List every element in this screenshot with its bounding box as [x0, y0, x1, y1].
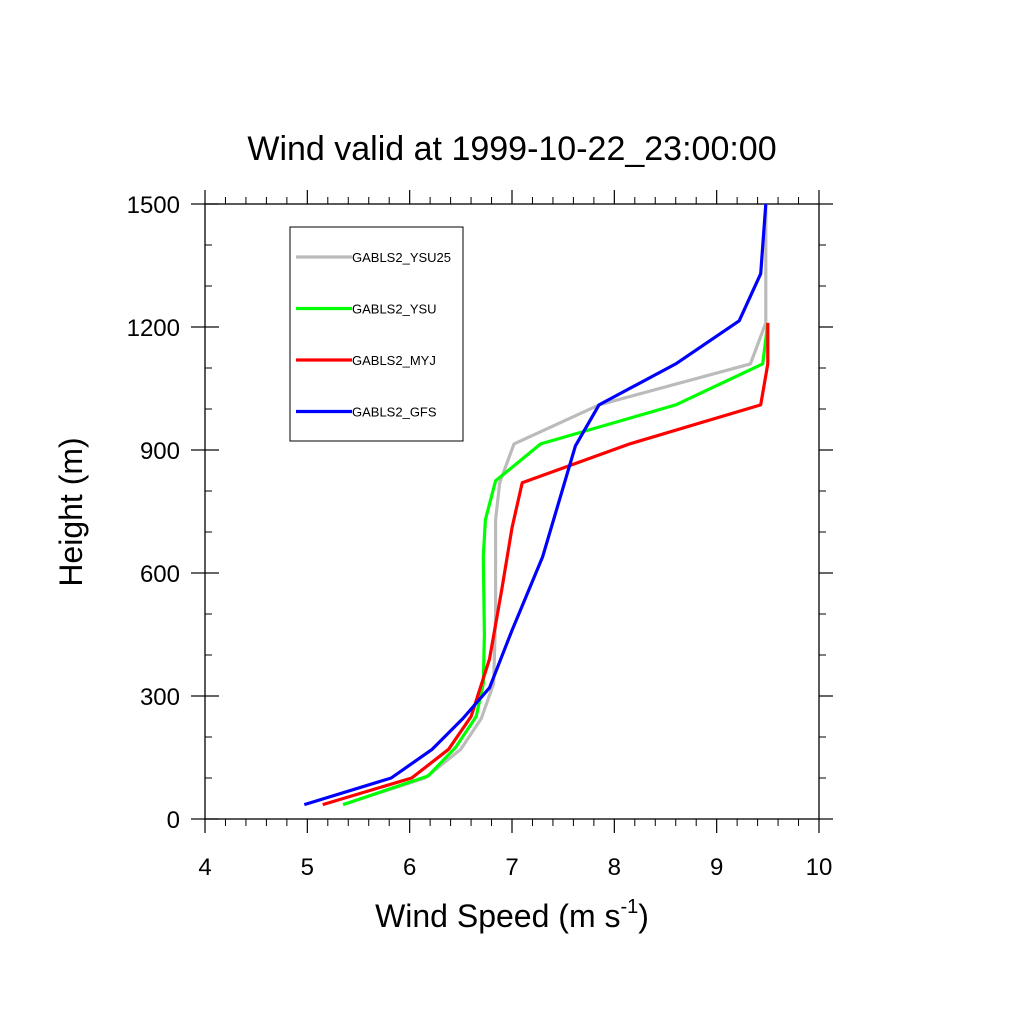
y-axis-ticks: 0 300 600 900 1200 1500 [127, 192, 833, 834]
series-line [303, 203, 768, 807]
legend-label: GABLS2_MYJ [352, 353, 436, 368]
series-line [342, 204, 768, 807]
y-tick-label: 600 [140, 561, 180, 588]
y-tick-label: 1200 [127, 315, 180, 342]
x-tick-label: 8 [608, 854, 621, 881]
x-axis-label: Wind Speed (m s-1) [375, 896, 649, 934]
legend: GABLS2_YSU25 GABLS2_YSU GABLS2_MYJ GABLS2_G… [289, 226, 464, 442]
x-tick-label: 5 [301, 854, 314, 881]
chart-title: Wind valid at 1999-10-22_23:00:00 [247, 130, 776, 168]
x-tick-label: 6 [403, 854, 416, 881]
x-axis-label-superscript: -1 [620, 896, 638, 918]
series-line [322, 322, 770, 807]
x-tick-label: 10 [806, 854, 833, 881]
y-axis-label: Height (m) [53, 437, 89, 586]
x-tick-label: 7 [505, 854, 518, 881]
series-lines [303, 203, 770, 807]
x-tick-label: 9 [710, 854, 723, 881]
y-tick-label: 900 [140, 438, 180, 465]
y-tick-label: 0 [167, 807, 180, 834]
y-tick-label: 1500 [127, 192, 180, 219]
legend-label: GABLS2_GFS [352, 405, 437, 420]
series-line [342, 322, 770, 807]
x-axis-ticks: 4 5 6 7 8 9 10 [198, 190, 832, 881]
legend-box [289, 226, 464, 442]
y-tick-label: 300 [140, 684, 180, 711]
x-tick-label: 4 [198, 854, 211, 881]
x-axis-label-main: Wind Speed (m s [375, 898, 620, 934]
legend-label: GABLS2_YSU25 [352, 250, 451, 265]
x-axis-label-suffix: ) [638, 898, 649, 934]
legend-label: GABLS2_YSU [352, 302, 437, 317]
